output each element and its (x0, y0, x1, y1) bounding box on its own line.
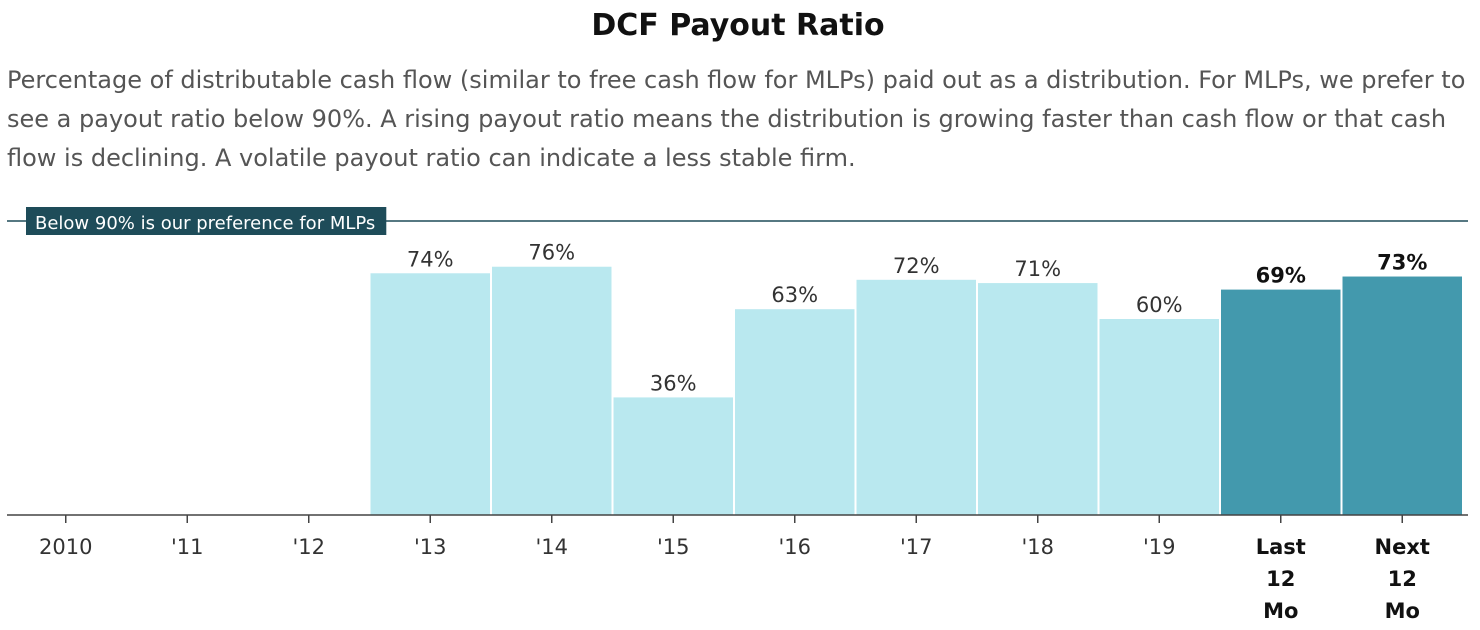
x-tick-label: '14 (536, 535, 569, 559)
x-tick-label: '19 (1143, 535, 1176, 559)
x-tick-label: '13 (414, 535, 447, 559)
reference-layer: Below 90% is our preference for MLPs (7, 207, 1468, 235)
x-tick-label: '15 (657, 535, 690, 559)
bar-14 (492, 266, 612, 515)
bar-16 (735, 309, 855, 515)
bar-value-label: 71% (1014, 257, 1061, 281)
bar-last-12-mo (1221, 289, 1341, 515)
bar-next-12-mo (1342, 276, 1462, 515)
bar-value-label: 76% (528, 241, 575, 265)
bar-value-label: 63% (771, 283, 818, 307)
reference-line-label: Below 90% is our preference for MLPs (35, 213, 375, 234)
bar-value-label: 74% (407, 247, 454, 271)
x-tick-label: '17 (900, 535, 933, 559)
chart-description: Percentage of distributable cash flow (s… (7, 66, 1466, 172)
bar-13 (370, 273, 490, 515)
x-axis: 2010 '11 '12 '13 '14 '15 '16 '17 '18 '19 Last 12 Mo N… (7, 514, 1468, 623)
bar-17 (856, 279, 976, 515)
bar-value-label: 73% (1377, 251, 1427, 275)
bars-layer: 74% 76% 36% 63% 72% 71% 60% 69% 73% (370, 241, 1462, 515)
bar-value-label: 60% (1136, 293, 1183, 317)
bar-value-label: 36% (650, 371, 697, 395)
x-tick-label: '12 (293, 535, 326, 559)
bar-value-label: 69% (1256, 264, 1306, 288)
x-tick-label: '16 (779, 535, 812, 559)
x-tick-label: Next 12 Mo (1375, 535, 1430, 623)
x-tick-label: Last 12 Mo (1256, 535, 1306, 623)
chart-title: DCF Payout Ratio (591, 8, 885, 43)
x-tick-label: 2010 (39, 535, 92, 559)
x-tick-label: '18 (1022, 535, 1055, 559)
bar-19 (1099, 319, 1219, 515)
x-tick-label: '11 (171, 535, 204, 559)
bar-18 (978, 283, 1098, 515)
bar-15 (613, 397, 733, 515)
bar-value-label: 72% (893, 254, 940, 278)
reference-label-box (26, 207, 387, 235)
